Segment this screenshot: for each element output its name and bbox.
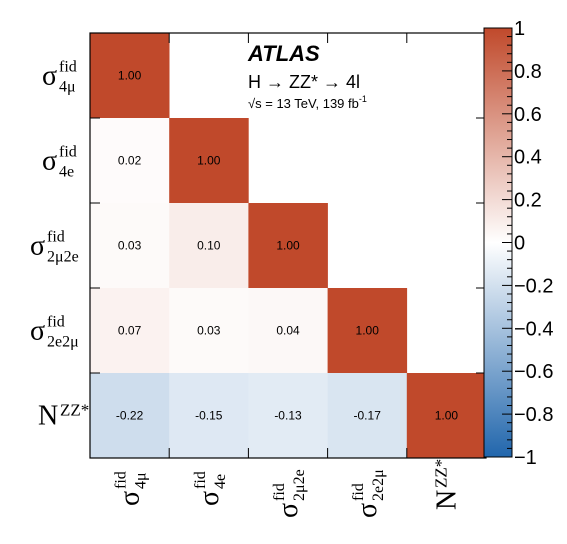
colorbar-tick-label: 0 <box>514 233 525 255</box>
colorbar-ticks: 1 0.8 0.6 0.4 0.2 0 −0.2 −0.4 −0.6 −0.8 −1 <box>502 18 553 469</box>
heatmap-cell-4-2 <box>248 373 328 459</box>
experiment-label: ATLAS <box>247 41 320 66</box>
x-axis-label-2: σ fid 2μ2e <box>271 469 308 518</box>
energy-label: √s = 13 TeV, 139 fb-1 <box>248 94 367 111</box>
colorbar-tick-label: 0.8 <box>514 61 542 83</box>
heatmap-cell-3-3 <box>327 288 408 374</box>
x-axis-label-0: σ fid 4μ <box>113 471 150 506</box>
axis-label-subscript: 2e2μ <box>47 334 79 351</box>
heatmap-cell-0-0 <box>90 33 170 119</box>
heatmap-cell-2-0 <box>90 203 170 289</box>
axis-label-base: N <box>38 401 58 432</box>
heatmap-cell-1-0 <box>90 118 170 204</box>
axis-label-superscript: fid <box>113 471 130 489</box>
heatmap-cell-2-2 <box>248 203 328 289</box>
axis-label-superscript: fid <box>59 59 77 76</box>
heatmap-cell-3-0 <box>90 288 170 374</box>
cell-value-4-0: -0.22 <box>116 409 144 423</box>
x-axis-label-3: σ fid 2e2μ <box>350 469 387 518</box>
cell-value-4-2: -0.13 <box>274 409 302 423</box>
axis-label-base: σ <box>194 491 225 506</box>
axis-label-base: σ <box>42 146 57 177</box>
cell-value-1-1: 1.00 <box>197 154 221 168</box>
heatmap-cell-4-1 <box>169 373 249 459</box>
cell-value-4-1: -0.15 <box>195 409 223 423</box>
heatmap-cell-4-0 <box>90 373 170 459</box>
y-axis-label-3: σ fid 2e2μ <box>30 314 79 351</box>
axis-label-subscript: 2μ2e <box>291 469 308 501</box>
axis-label-base: σ <box>352 503 383 518</box>
axis-label-subscript: 2μ2e <box>47 249 79 266</box>
cell-value-3-3: 1.00 <box>356 324 380 338</box>
y-axis-label-2: σ fid 2μ2e <box>30 229 79 266</box>
y-axis-label-0: σ fid 4μ <box>42 59 77 96</box>
cell-value-3-2: 0.04 <box>276 324 300 338</box>
axis-label-base: σ <box>30 316 45 347</box>
colorbar-tick-label: −0.2 <box>514 275 553 297</box>
axis-label-superscript: fid <box>47 314 65 331</box>
cell-value-2-0: 0.03 <box>118 239 142 253</box>
axis-label-superscript: ZZ* <box>431 459 450 488</box>
x-axis-label-1: σ fid 4e <box>192 471 229 506</box>
axis-label-base: N <box>431 490 462 510</box>
axis-label-base: σ <box>30 231 45 262</box>
axis-label-superscript: fid <box>192 471 209 489</box>
atlas-annotation: ATLAS H → ZZ* → 4l √s = 13 TeV, 139 fb-1 <box>247 41 367 111</box>
axis-label-subscript: 4e <box>59 164 74 181</box>
colorbar-tick-label: −1 <box>514 447 537 469</box>
heatmap-value-labels: 1.00 0.02 1.00 0.03 0.10 1.00 0.07 0.03 0.04 1.00… <box>116 69 458 423</box>
axis-label-subscript: 4e <box>212 474 229 489</box>
colorbar: 1 0.8 0.6 0.4 0.2 0 −0.2 −0.4 −0.6 −0.8 −1 <box>483 18 553 469</box>
axis-label-subscript: 4μ <box>133 472 150 489</box>
axis-label-superscript: fid <box>350 483 367 501</box>
colorbar-tick-label: 0.4 <box>514 147 542 169</box>
axis-label-superscript: fid <box>47 229 65 246</box>
heatmap-cell-3-1 <box>169 288 249 374</box>
axis-label-superscript: fid <box>271 483 288 501</box>
y-axis-label-4: N ZZ* <box>38 401 89 432</box>
cell-value-3-1: 0.03 <box>197 324 221 338</box>
cell-value-0-0: 1.00 <box>118 69 142 83</box>
colorbar-tick-label: 1 <box>514 18 525 40</box>
process-label: H → ZZ* → 4l <box>248 72 360 92</box>
axis-label-base: σ <box>115 491 146 506</box>
colorbar-tick-label: 0.2 <box>514 190 542 212</box>
cell-value-4-3: -0.17 <box>354 409 382 423</box>
cell-value-2-2: 1.00 <box>276 239 300 253</box>
axis-label-base: σ <box>273 503 304 518</box>
heatmap-cell-1-1 <box>169 118 249 204</box>
colorbar-tick-label: −0.6 <box>514 361 553 383</box>
heatmap-cell-3-2 <box>248 288 328 374</box>
colorbar-tick-label: −0.8 <box>514 404 553 426</box>
y-axis-label-1: σ fid 4e <box>42 144 77 181</box>
axis-label-base: σ <box>42 61 57 92</box>
cell-value-4-4: 1.00 <box>435 409 459 423</box>
heatmap-cell-4-4 <box>406 373 487 459</box>
heatmap-cell-2-1 <box>169 203 249 289</box>
cell-value-1-0: 0.02 <box>118 154 142 168</box>
axis-label-subscript: 4μ <box>59 79 76 96</box>
colorbar-tick-label: −0.4 <box>514 318 553 340</box>
heatmap-cells <box>90 33 487 459</box>
x-axis-label-4: N ZZ* <box>431 459 462 510</box>
axis-label-superscript: ZZ* <box>60 401 89 420</box>
axis-label-subscript: 2e2μ <box>370 469 387 501</box>
axis-label-superscript: fid <box>59 144 77 161</box>
colorbar-tick-label: 0.6 <box>514 104 542 126</box>
cell-value-2-1: 0.10 <box>197 239 221 253</box>
heatmap-cell-4-3 <box>327 373 408 459</box>
cell-value-3-0: 0.07 <box>118 324 142 338</box>
